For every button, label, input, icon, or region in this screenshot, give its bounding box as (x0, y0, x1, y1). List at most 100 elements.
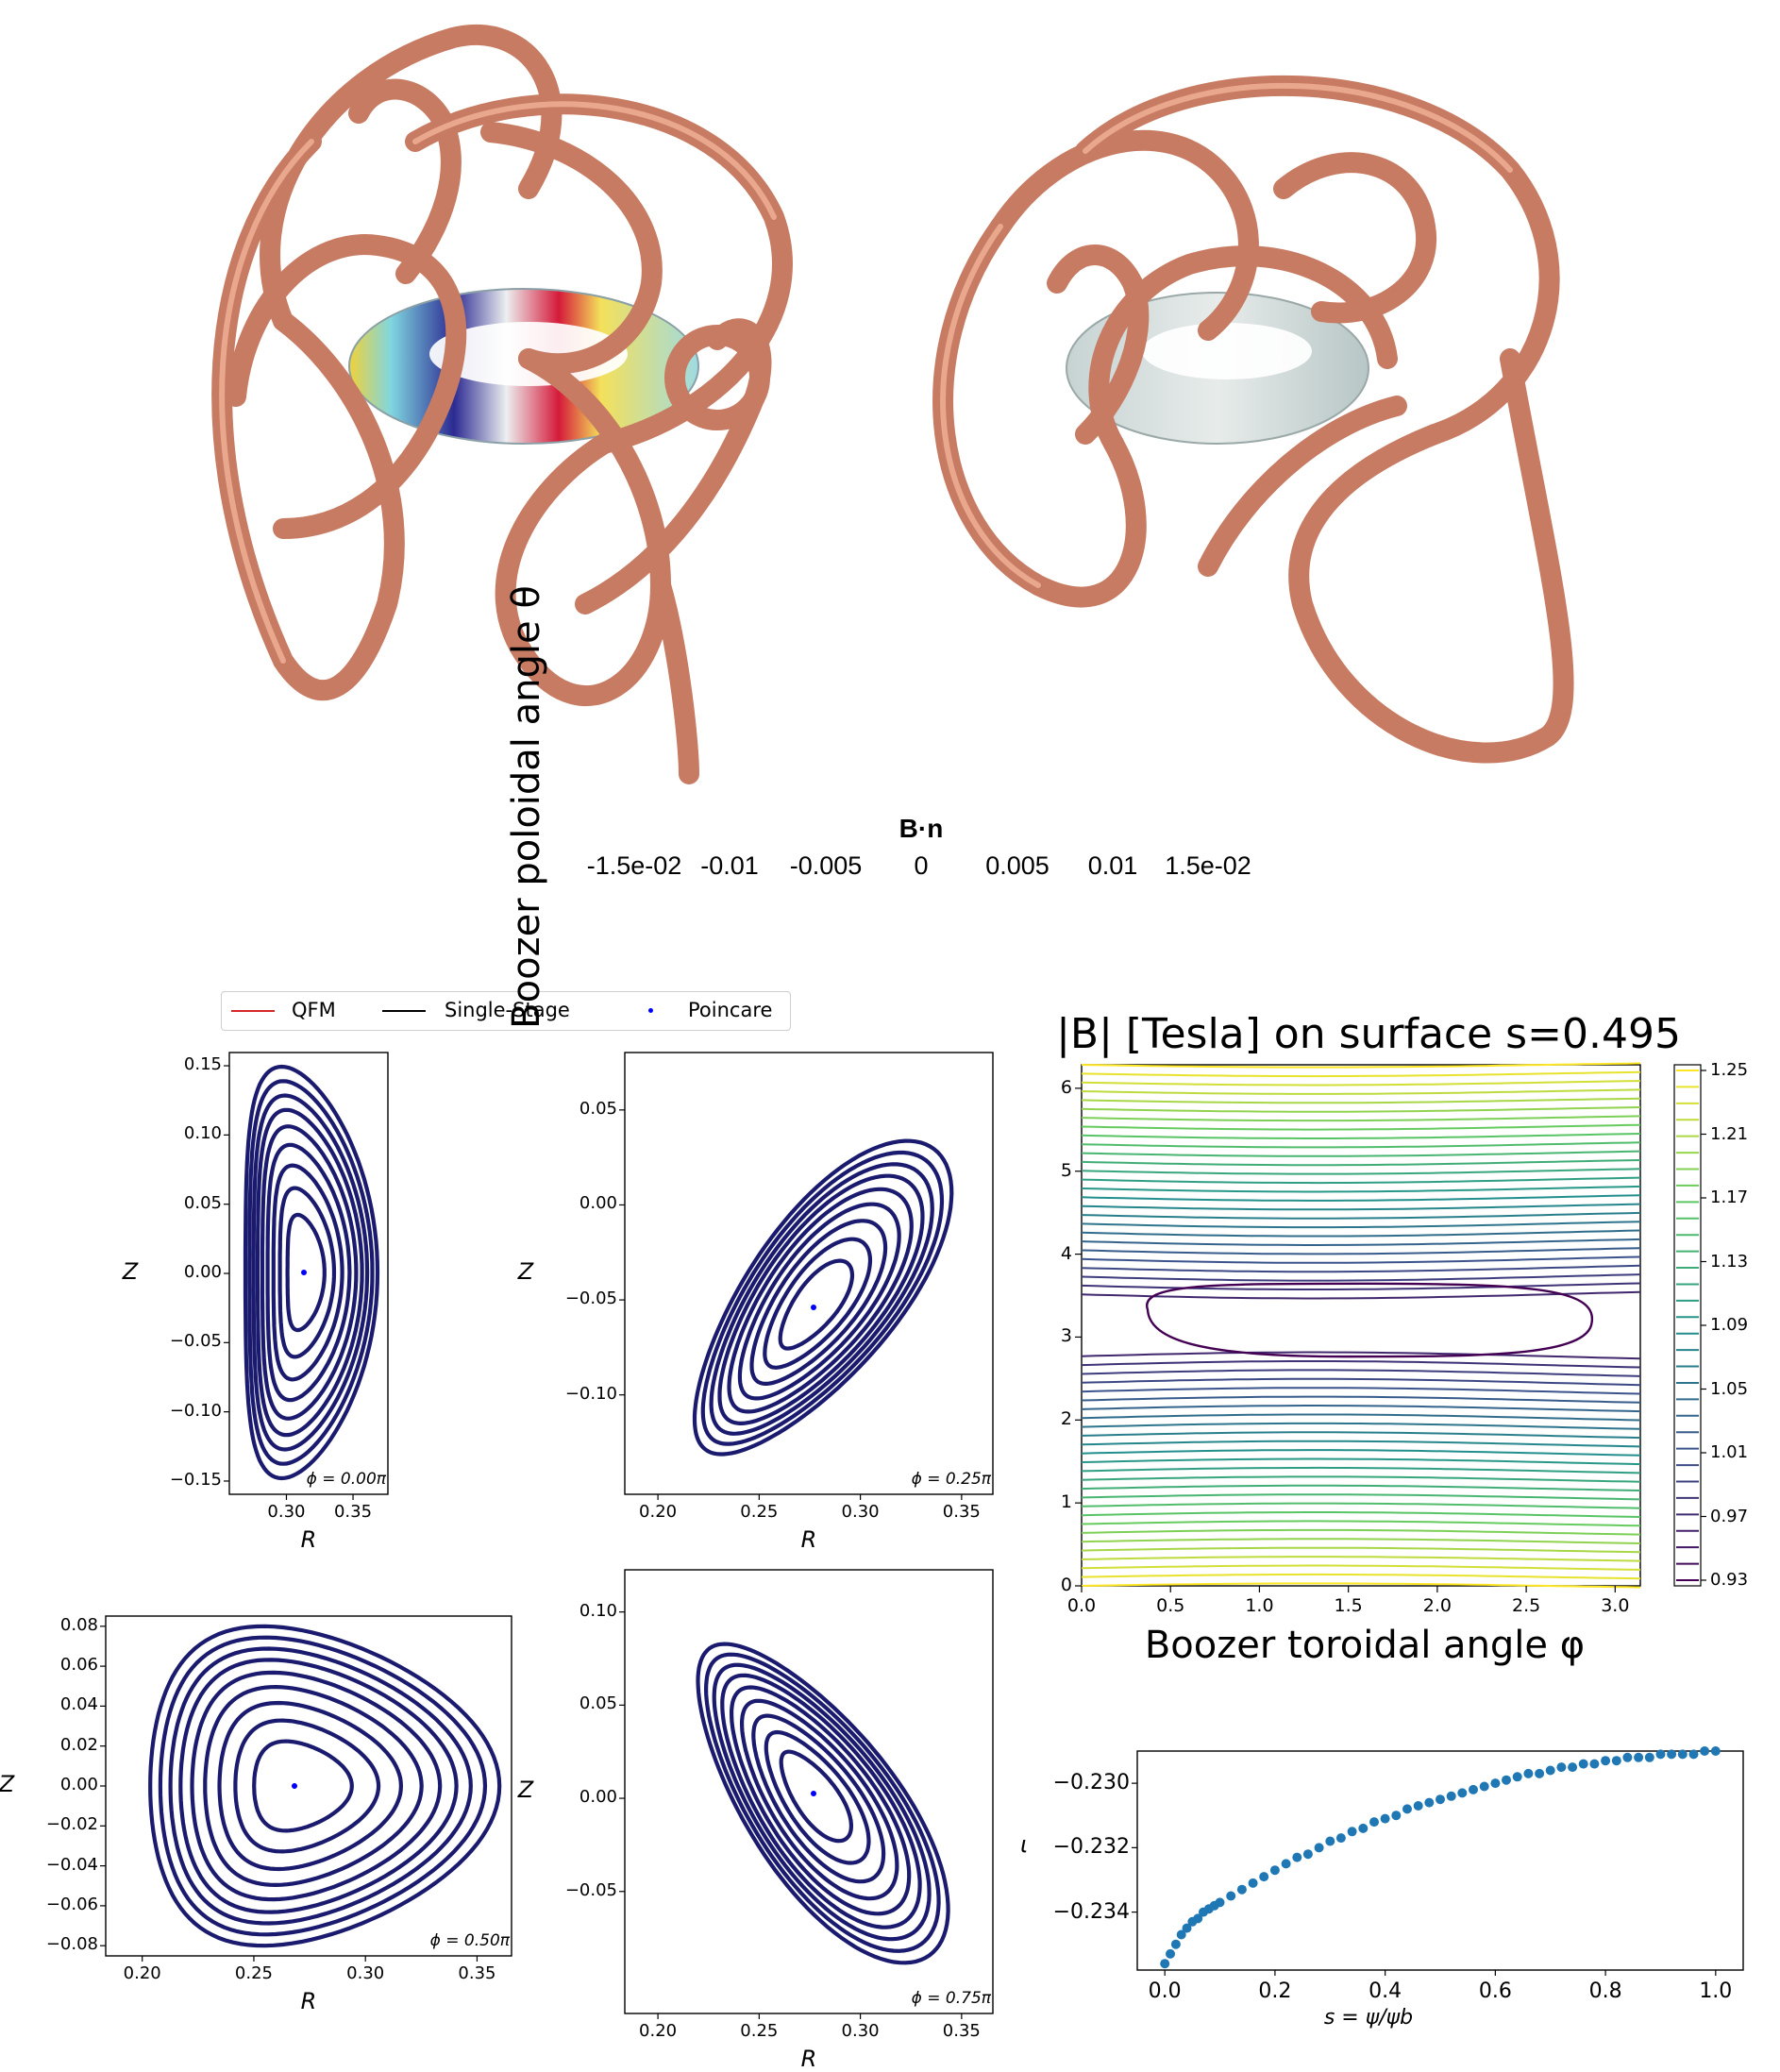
colorbar-tick-label-8: 0.93 (1710, 1570, 1749, 1590)
ytick-label-2-5: −0.02 (45, 1814, 98, 1835)
contour-line-35 (1081, 1369, 1641, 1377)
ytick-label-2-8: −0.08 (45, 1934, 98, 1955)
contour-line-45 (1081, 1457, 1641, 1466)
contour-line-47 (1081, 1475, 1641, 1483)
poincare-surface-2-2 (168, 1646, 473, 1926)
ytick-label-2-6: −0.04 (45, 1854, 98, 1875)
contour-ytick-label-3: 3 (1060, 1325, 1072, 1347)
contour-line-20 (1081, 1238, 1641, 1246)
iota-point-44 (1589, 1759, 1600, 1769)
colorbar-tick-label-4: 1.09 (1710, 1315, 1749, 1335)
phi-label-1: ϕ = 0.25π (911, 1470, 991, 1489)
iota-point-4 (1182, 1923, 1192, 1933)
iota-point-49 (1644, 1752, 1654, 1762)
xlabel-3: R (800, 2046, 817, 2072)
poincare-surface-0-2 (251, 1093, 370, 1452)
xtick-label-0-1: 0.35 (333, 1502, 373, 1522)
iota-point-20 (1325, 1836, 1335, 1846)
ytick-label-2-0: 0.08 (59, 1614, 98, 1635)
bn-tick-2: -0.005 (789, 851, 863, 880)
contour-colorbar-frame (1673, 1064, 1702, 1587)
ytick-label-3-3: −0.05 (564, 1879, 617, 1900)
bn-tick-4: 0.005 (985, 851, 1050, 880)
poincare-surface-0-5 (265, 1142, 352, 1403)
iota-point-13 (1248, 1878, 1258, 1888)
bn-tick-0: -1.5e-02 (586, 851, 682, 880)
contour-min-loop (1145, 1282, 1594, 1358)
contour-line-54 (1081, 1538, 1641, 1544)
iota-ylabel: ι (1019, 1831, 1029, 1858)
poincare-surface-2-6 (217, 1700, 404, 1872)
contour-ytick-label-1: 1 (1060, 1491, 1072, 1513)
poincare-surface-1-6 (749, 1219, 888, 1386)
iota-point-42 (1568, 1762, 1578, 1773)
colorbar-tick-label-7: 0.97 (1710, 1506, 1749, 1526)
ytick-label-1-3: −0.10 (564, 1383, 617, 1404)
contour-line-42 (1081, 1431, 1641, 1440)
iota-point-11 (1226, 1891, 1236, 1901)
contour-line-50 (1081, 1502, 1641, 1509)
poincare-surface-1-0 (692, 1138, 954, 1457)
poincare-surface-2-3 (178, 1658, 459, 1914)
ylabel-1: Z (517, 1258, 534, 1285)
iota-point-9 (1209, 1900, 1219, 1911)
ytick-label-1-1: 0.00 (579, 1193, 617, 1214)
contour-line-15 (1081, 1194, 1641, 1202)
left-configuration (211, 24, 793, 784)
iota-point-1 (1166, 1948, 1175, 1959)
ytick-label-0-6: −0.15 (169, 1469, 222, 1490)
poincare-surface-2-1 (158, 1635, 488, 1937)
iota-axes (1132, 1746, 1744, 1976)
contour-ylabel: Boozer poloidal angle θ (505, 585, 548, 1029)
contour-ytick-label-0: 0 (1060, 1575, 1072, 1595)
legend-singlestage-line (382, 1010, 426, 1012)
iota-point-41 (1556, 1762, 1567, 1773)
iota-point-34 (1479, 1781, 1489, 1792)
iota-xtick-label-4: 0.8 (1588, 1979, 1622, 2003)
poincare-surface-3-2 (712, 1662, 932, 1942)
legend-poincare-dot (648, 1008, 653, 1013)
iota-xtick-label-1: 0.2 (1258, 1979, 1292, 2003)
poincare-surface-3-8 (779, 1749, 853, 1844)
bn-colorbar-title: B·n (898, 814, 944, 843)
poincare-surface-2-7 (233, 1718, 381, 1854)
poincare-surface-1-3 (717, 1173, 925, 1425)
contour-line-1 (1081, 1070, 1641, 1078)
poincare-surface-1-5 (737, 1202, 901, 1401)
poincare-surface-0-4 (260, 1124, 359, 1421)
iota-point-26 (1391, 1811, 1402, 1821)
contour-line-49 (1081, 1493, 1641, 1501)
poincare-surface-0-8 (285, 1212, 327, 1333)
contour-line-18 (1081, 1221, 1641, 1229)
poincare-surface-3-7 (764, 1729, 871, 1865)
iota-point-0 (1160, 1959, 1170, 1969)
xlabel-0: R (300, 1526, 317, 1553)
iota-point-28 (1413, 1801, 1423, 1811)
poincare-surface-0-7 (277, 1186, 337, 1359)
contour-xtick-label-6: 3.0 (1601, 1595, 1630, 1616)
iota-point-27 (1402, 1804, 1412, 1814)
contour-line-57 (1081, 1564, 1641, 1571)
poincare-legend: QFM Single-Stage Poincare (221, 991, 791, 1031)
contour-line-21 (1081, 1247, 1641, 1255)
xtick-label-1-3: 0.35 (942, 1502, 981, 1522)
ytick-label-3-2: 0.00 (579, 1787, 617, 1808)
ytick-label-2-2: 0.04 (59, 1694, 98, 1715)
iota-point-24 (1369, 1817, 1379, 1828)
ylabel-0: Z (122, 1258, 139, 1285)
contour-line-36 (1081, 1377, 1641, 1387)
contour-line-2 (1081, 1080, 1641, 1087)
contour-ytick-label-6: 6 (1060, 1076, 1072, 1098)
contour-line-59 (1081, 1582, 1641, 1589)
iota-point-19 (1314, 1843, 1324, 1853)
iota-xtick-label-3: 0.6 (1478, 1979, 1512, 2003)
xtick-label-1-2: 0.30 (841, 1502, 880, 1522)
colorbar-tick-label-5: 1.05 (1710, 1378, 1749, 1399)
legend-poincare-label: Poincare (688, 999, 773, 1021)
iota-point-48 (1634, 1752, 1644, 1762)
contour-line-48 (1081, 1484, 1641, 1491)
iota-point-15 (1269, 1865, 1280, 1876)
colorbar-tick-label-1: 1.21 (1710, 1123, 1749, 1144)
iota-point-16 (1281, 1859, 1291, 1869)
contour-xtick-label-2: 1.0 (1245, 1595, 1274, 1616)
